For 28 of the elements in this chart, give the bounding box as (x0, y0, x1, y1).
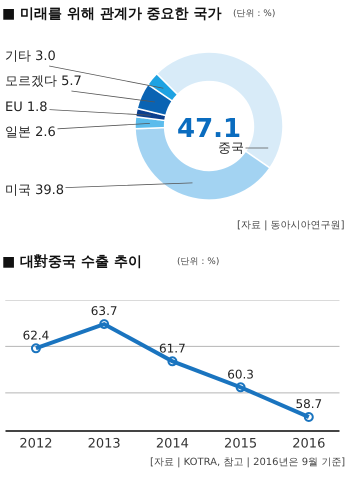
point (99, 319, 110, 330)
slice-label: 모르겠다 5.7 (5, 74, 82, 89)
chart-subtitle: (단위 : %) (177, 257, 220, 267)
data-label: 58.7 (295, 397, 322, 411)
point (167, 356, 178, 366)
slice-label: EU 1.8 (5, 100, 48, 115)
data-label: 47.1 (177, 114, 242, 144)
slice-label: 일본 2.6 (5, 125, 56, 140)
x-tick-label: 2012 (19, 436, 52, 452)
text: [자료 | 동아시아연구원] (237, 220, 345, 231)
data-label: 61.7 (159, 341, 186, 356)
x-tick-label: 2014 (156, 436, 189, 452)
point (236, 382, 246, 392)
slice-label: 기타 3.0 (5, 49, 56, 64)
point (304, 412, 314, 422)
chart-title: ■ 미래를 위해 관계가 중요한 국가 (2, 6, 222, 22)
data-label: 60.3 (227, 367, 254, 382)
slice-label: 중국 (218, 141, 244, 156)
chart-subtitle: (단위 : %) (233, 9, 276, 19)
data-label: 63.7 (90, 304, 118, 318)
slice-label: 미국 39.8 (5, 183, 64, 198)
x-tick-label: 2013 (88, 436, 121, 452)
point (30, 343, 41, 354)
data-label: 62.4 (22, 328, 50, 342)
text: [자료 | KOTRA, 참고 | 2016년은 9월 기준] (150, 457, 346, 468)
chart-title: ■ 대對중국 수출 추이 (2, 254, 142, 270)
x-tick-label: 2015 (224, 436, 258, 452)
x-tick-label: 2016 (292, 436, 326, 452)
